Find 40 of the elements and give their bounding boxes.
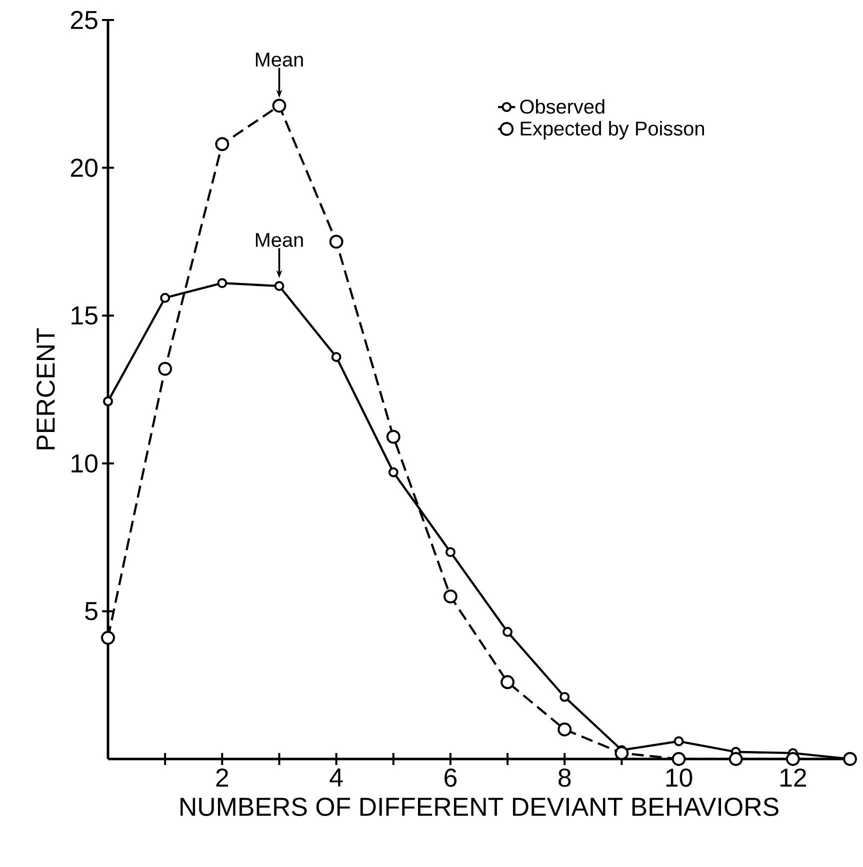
point [158,362,172,376]
y-tick-label: 25 [70,10,98,30]
point [217,278,228,288]
point [443,589,458,604]
point [388,467,398,478]
point [786,752,800,766]
point [331,352,342,362]
point [272,98,286,113]
point [103,396,113,406]
point [614,746,629,760]
legend-label: Expected by Poisson [520,120,704,140]
x-tick-label: 10 [666,768,692,787]
y-axis-title: PERCENT [36,328,55,450]
point [445,547,456,558]
annotation: Mean [256,52,303,67]
point [558,722,572,736]
x-tick-label: 8 [558,768,571,787]
y-tick-label: 10 [72,454,98,473]
point [560,692,570,702]
legend-label: Observed [520,99,604,114]
point [672,752,686,766]
point [160,292,170,303]
x-tick-label: 4 [330,768,343,786]
point [101,630,115,645]
x-axis-title: NUMBERS OF DIFFERENT DEVIANT BEHAVIORS [180,798,778,816]
point [274,281,284,292]
x-tick-label: 12 [780,768,806,787]
y-tick-label: 20 [70,158,98,177]
point [329,234,344,249]
y-tick-label: 15 [72,306,98,325]
point [674,736,684,746]
annotation: Mean [256,233,303,247]
x-tick-label: 2 [216,768,228,787]
point [728,752,743,766]
point [500,675,515,690]
point [386,430,400,444]
x-tick-label: 6 [444,768,457,787]
y-tick-label: 5 [85,602,98,620]
point [215,137,230,152]
point [502,626,513,637]
